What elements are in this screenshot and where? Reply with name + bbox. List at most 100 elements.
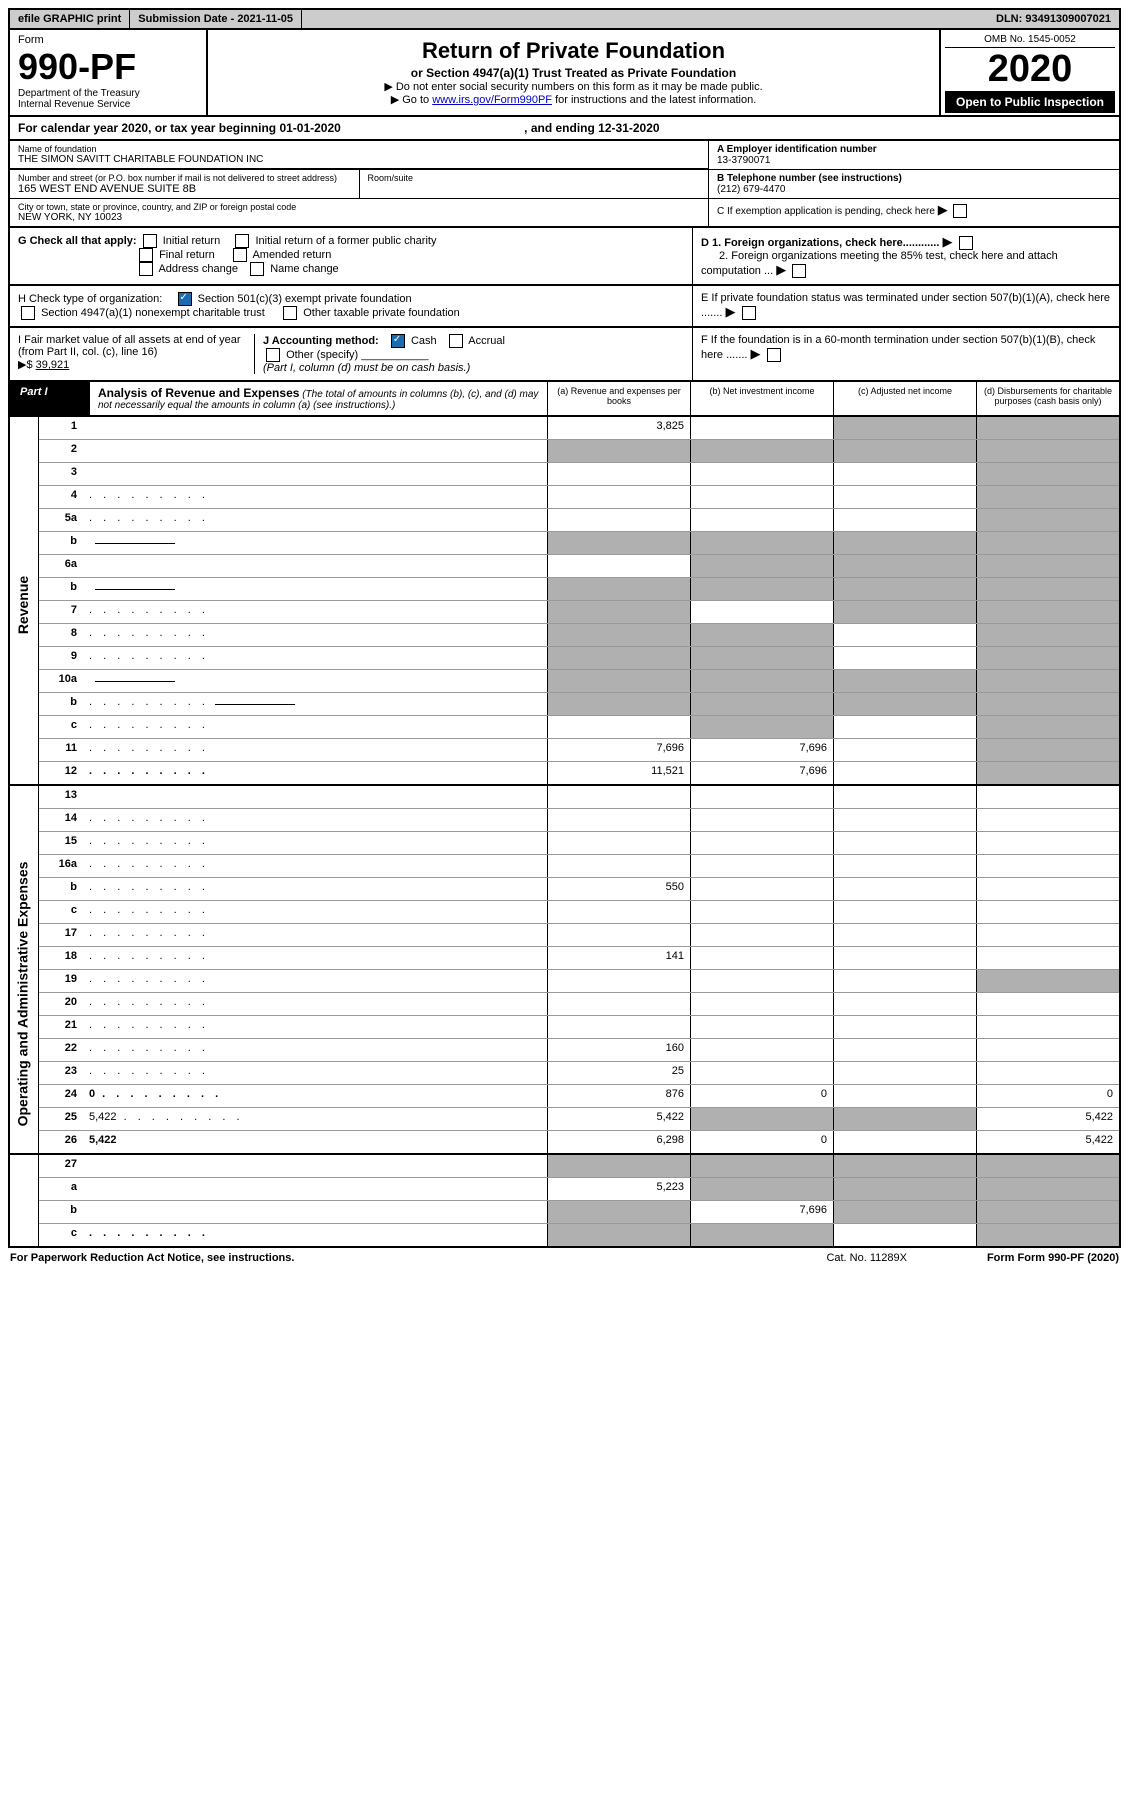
d1-checkbox[interactable] xyxy=(959,236,973,250)
cell-c xyxy=(833,578,976,600)
instr2-pre: ▶ Go to xyxy=(391,94,432,106)
cell-d xyxy=(976,739,1119,761)
i-value: 39,921 xyxy=(36,359,70,371)
line-description xyxy=(83,509,547,531)
cell-c xyxy=(833,762,976,784)
net-rows: 27a5,223b7,696c xyxy=(39,1155,1119,1246)
cell-b xyxy=(690,578,833,600)
j-block: J Accounting method: Cash Accrual Other … xyxy=(255,334,684,374)
line-number: 24 xyxy=(39,1085,83,1107)
cell-d xyxy=(976,532,1119,554)
g-namechange-checkbox[interactable] xyxy=(250,262,264,276)
cell-d xyxy=(976,647,1119,669)
form990pf-link[interactable]: www.irs.gov/Form990PF xyxy=(432,94,552,106)
cell-d xyxy=(976,624,1119,646)
cell-d xyxy=(976,693,1119,715)
cell-c xyxy=(833,1155,976,1177)
table-row: 10a xyxy=(39,670,1119,693)
cell-a xyxy=(547,624,690,646)
cell-a xyxy=(547,693,690,715)
g-initial-former-checkbox[interactable] xyxy=(235,234,249,248)
cell-c xyxy=(833,486,976,508)
table-row: 16a xyxy=(39,855,1119,878)
j-note: (Part I, column (d) must be on cash basi… xyxy=(263,362,470,374)
line-number: 9 xyxy=(39,647,83,669)
cell-d xyxy=(976,486,1119,508)
cell-b: 7,696 xyxy=(690,762,833,784)
g-final-checkbox[interactable] xyxy=(139,248,153,262)
cell-d xyxy=(976,762,1119,784)
cell-a xyxy=(547,555,690,577)
ein-row: A Employer identification number 13-3790… xyxy=(709,141,1119,170)
g-initial-return-checkbox[interactable] xyxy=(143,234,157,248)
identification-block: Name of foundation THE SIMON SAVITT CHAR… xyxy=(8,141,1121,228)
h-other-checkbox[interactable] xyxy=(283,306,297,320)
cell-c xyxy=(833,809,976,831)
cell-b xyxy=(690,624,833,646)
line-number: 12 xyxy=(39,762,83,784)
line-number: 5a xyxy=(39,509,83,531)
table-row: 5a xyxy=(39,509,1119,532)
cell-c xyxy=(833,670,976,692)
line-number: c xyxy=(39,1224,83,1246)
form-label: Form xyxy=(18,34,198,46)
cell-d xyxy=(976,1016,1119,1038)
footer-form-num: Form 990-PF (2020) xyxy=(1018,1252,1119,1264)
i-arrow: ▶$ xyxy=(18,359,33,371)
table-row: 2 xyxy=(39,440,1119,463)
cell-a xyxy=(547,855,690,877)
cell-b xyxy=(690,1062,833,1084)
g-addrchange-checkbox[interactable] xyxy=(139,262,153,276)
cell-d xyxy=(976,1224,1119,1246)
line-number: 20 xyxy=(39,993,83,1015)
h-label: H Check type of organization: xyxy=(18,293,162,305)
line-description: 5,422 xyxy=(83,1131,547,1153)
exemption-checkbox[interactable] xyxy=(953,204,967,218)
line-number: 18 xyxy=(39,947,83,969)
e-checkbox[interactable] xyxy=(742,306,756,320)
line-description xyxy=(83,762,547,784)
cell-a xyxy=(547,532,690,554)
line-number: c xyxy=(39,716,83,738)
table-row: c xyxy=(39,716,1119,739)
cell-d xyxy=(976,1039,1119,1061)
cell-a xyxy=(547,1016,690,1038)
j-cash-checkbox[interactable] xyxy=(391,334,405,348)
line-description xyxy=(83,532,547,554)
foundation-name-row: Name of foundation THE SIMON SAVITT CHAR… xyxy=(10,141,708,169)
line-description xyxy=(83,1039,547,1061)
line-number: 16a xyxy=(39,855,83,877)
f-checkbox[interactable] xyxy=(767,348,781,362)
j-accrual-checkbox[interactable] xyxy=(449,334,463,348)
cell-d xyxy=(976,947,1119,969)
table-row: 6a xyxy=(39,555,1119,578)
line-number: 4 xyxy=(39,486,83,508)
name-label: Name of foundation xyxy=(18,144,700,154)
part1-title: Analysis of Revenue and Expenses xyxy=(98,386,299,400)
cell-c xyxy=(833,924,976,946)
instr-ssn: ▶ Do not enter social security numbers o… xyxy=(216,80,931,93)
cell-a xyxy=(547,601,690,623)
line-number: b xyxy=(39,693,83,715)
line-description xyxy=(83,440,547,462)
footer-cat: Cat. No. 11289X xyxy=(826,1252,907,1264)
net-section: 27a5,223b7,696c xyxy=(8,1155,1121,1248)
cell-a xyxy=(547,1155,690,1177)
cell-d xyxy=(976,716,1119,738)
d-section: D 1. Foreign organizations, check here..… xyxy=(692,228,1119,284)
cell-d xyxy=(976,1155,1119,1177)
h-501c3-checkbox[interactable] xyxy=(178,292,192,306)
h-4947-checkbox[interactable] xyxy=(21,306,35,320)
cell-a xyxy=(547,924,690,946)
j-other-checkbox[interactable] xyxy=(266,348,280,362)
address-row: Number and street (or P.O. box number if… xyxy=(10,169,708,198)
cell-a xyxy=(547,1201,690,1223)
cell-b xyxy=(690,1224,833,1246)
ij-section: I Fair market value of all assets at end… xyxy=(10,328,692,380)
d2-checkbox[interactable] xyxy=(792,264,806,278)
table-row: 24087600 xyxy=(39,1085,1119,1108)
g-amended-checkbox[interactable] xyxy=(233,248,247,262)
footer-left: For Paperwork Reduction Act Notice, see … xyxy=(10,1252,294,1264)
cell-b: 0 xyxy=(690,1131,833,1153)
cell-d: 5,422 xyxy=(976,1131,1119,1153)
